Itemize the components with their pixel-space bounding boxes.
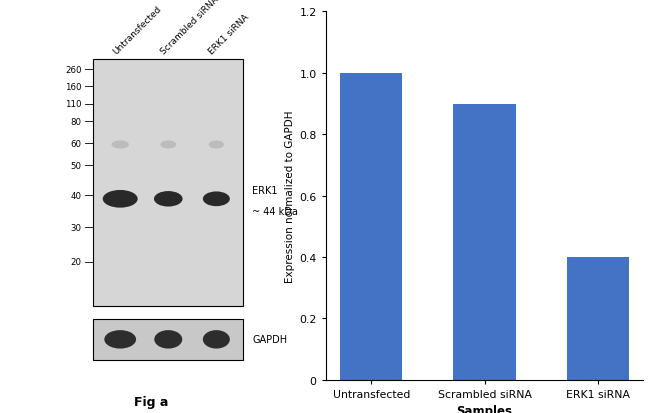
Text: 50: 50 xyxy=(71,161,82,171)
Ellipse shape xyxy=(154,192,183,207)
X-axis label: Samples: Samples xyxy=(456,404,513,413)
Ellipse shape xyxy=(104,330,136,349)
Text: Untransfected: Untransfected xyxy=(111,5,163,57)
Ellipse shape xyxy=(203,330,230,349)
Bar xyxy=(567,257,629,380)
Text: 260: 260 xyxy=(65,66,82,74)
Text: 20: 20 xyxy=(71,258,82,267)
Bar xyxy=(340,74,402,380)
Text: 80: 80 xyxy=(71,117,82,126)
Bar xyxy=(454,104,515,380)
Ellipse shape xyxy=(203,192,230,206)
Text: ERK1 siRNA: ERK1 siRNA xyxy=(207,13,251,57)
Text: 160: 160 xyxy=(65,83,82,92)
Ellipse shape xyxy=(111,141,129,149)
Y-axis label: Expression normalized to GAPDH: Expression normalized to GAPDH xyxy=(285,110,295,282)
Ellipse shape xyxy=(209,141,224,149)
Ellipse shape xyxy=(161,141,176,149)
Text: ~ 44 kDa: ~ 44 kDa xyxy=(252,206,298,216)
Text: Scrambled siRNA: Scrambled siRNA xyxy=(159,0,220,57)
Bar xyxy=(93,319,243,360)
Text: 110: 110 xyxy=(65,100,82,109)
Ellipse shape xyxy=(154,330,182,349)
Text: ERK1: ERK1 xyxy=(252,185,278,195)
Text: 40: 40 xyxy=(71,191,82,200)
Ellipse shape xyxy=(103,190,138,208)
Text: GAPDH: GAPDH xyxy=(252,335,287,344)
Text: 60: 60 xyxy=(71,140,82,148)
Bar xyxy=(93,60,243,306)
Text: Fig a: Fig a xyxy=(134,395,168,408)
Text: 30: 30 xyxy=(71,223,82,232)
